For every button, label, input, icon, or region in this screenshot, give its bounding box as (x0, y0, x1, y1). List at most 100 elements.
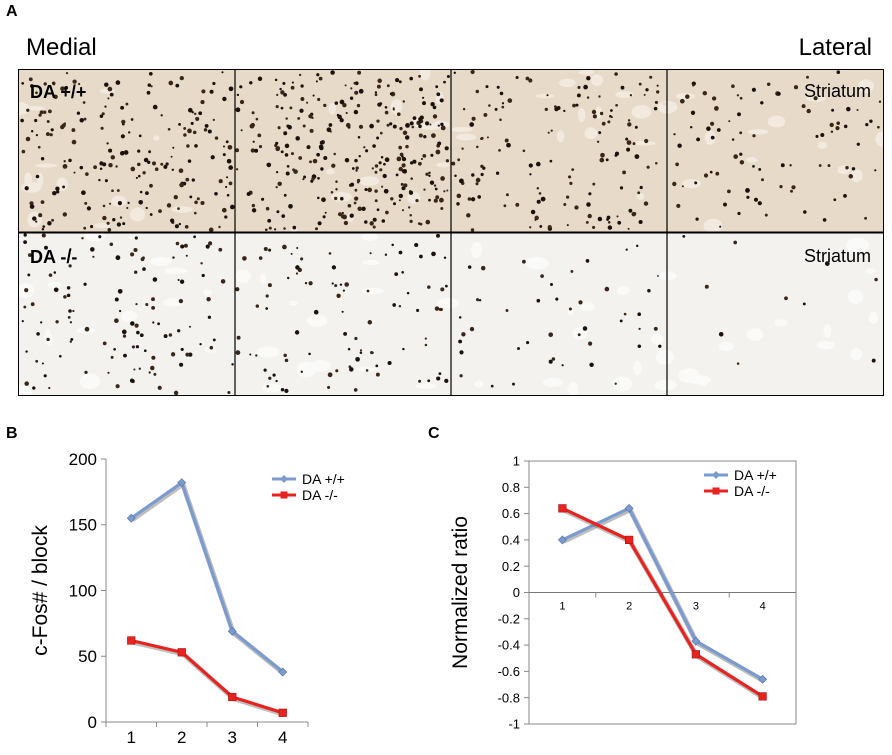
row2-genotype-label: DA -/- (30, 247, 78, 267)
cfos-nucleus (354, 196, 359, 201)
cfos-nucleus (231, 363, 234, 366)
cfos-nucleus (736, 362, 740, 365)
cfos-nucleus (27, 253, 32, 257)
cfos-nucleus (340, 214, 346, 219)
cfos-nucleus (306, 145, 311, 150)
cfos-nucleus (568, 307, 572, 311)
cfos-nucleus (142, 267, 146, 271)
cfos-nucleus (739, 96, 743, 100)
cfos-nucleus (522, 259, 526, 264)
cfos-nucleus (673, 133, 676, 136)
cfos-nucleus (227, 144, 233, 150)
cfos-nucleus (63, 295, 67, 299)
cfos-nucleus (638, 82, 642, 86)
cfos-nucleus (620, 85, 625, 90)
cfos-nucleus (55, 320, 59, 324)
cfos-nucleus (200, 200, 205, 206)
cfos-nucleus (295, 265, 300, 270)
cfos-nucleus (297, 116, 301, 120)
cfos-nucleus (298, 156, 303, 160)
cfos-nucleus (525, 76, 530, 81)
cfos-nucleus (186, 144, 190, 148)
cfos-nucleus (634, 212, 637, 215)
cfos-nucleus (170, 155, 173, 158)
cfos-nucleus (522, 149, 526, 153)
cfos-nucleus (235, 107, 241, 113)
cfos-nucleus (193, 235, 196, 239)
cfos-nucleus (69, 340, 72, 343)
cfos-nucleus (72, 79, 77, 84)
tissue-fiber-bundle (56, 177, 68, 192)
cfos-nucleus (365, 369, 369, 372)
cfos-nucleus (196, 197, 200, 201)
cfos-nucleus (569, 181, 573, 185)
cfos-nucleus (222, 153, 226, 157)
cfos-nucleus (152, 104, 158, 110)
cfos-nucleus (185, 177, 190, 182)
cfos-nucleus (394, 272, 399, 276)
cfos-nucleus (20, 118, 24, 123)
cfos-nucleus (592, 225, 596, 229)
tissue-fiber-bundle (111, 195, 127, 207)
cfos-nucleus (150, 85, 153, 88)
legend-marker (280, 491, 288, 499)
cfos-nucleus (296, 247, 299, 249)
cfos-nucleus (746, 195, 750, 199)
cfos-nucleus (538, 192, 542, 195)
cfos-nucleus (24, 186, 29, 191)
micrograph-grid: DA +/+ Striatum DA -/- Striatum (18, 69, 884, 396)
cfos-nucleus (682, 235, 686, 238)
cfos-nucleus (677, 143, 682, 148)
cfos-nucleus (158, 209, 162, 214)
cfos-nucleus (53, 287, 59, 293)
cfos-nucleus (877, 125, 880, 129)
tissue-fiber-bundle (590, 74, 604, 86)
legend-label: DA +/+ (734, 467, 777, 483)
cfos-nucleus (254, 148, 259, 153)
cfos-nucleus (535, 161, 541, 167)
cfos-nucleus (587, 213, 592, 219)
cfos-nucleus (115, 255, 121, 261)
cfos-nucleus (488, 104, 491, 107)
cfos-nucleus (183, 243, 188, 248)
tissue-fiber-bundle (415, 383, 438, 389)
cfos-nucleus (71, 139, 77, 145)
cfos-nucleus (709, 170, 713, 174)
cfos-nucleus (467, 197, 472, 201)
cfos-nucleus (833, 198, 837, 202)
cfos-nucleus (342, 103, 347, 108)
y-tick-label: 0.8 (502, 480, 520, 495)
cfos-nucleus (154, 167, 159, 171)
tissue-fiber-bundle (816, 340, 835, 350)
tissue-fiber-bundle (120, 310, 138, 323)
cfos-nucleus (117, 288, 123, 294)
cfos-nucleus (752, 165, 755, 168)
cfos-nucleus (733, 240, 738, 245)
cfos-nucleus (37, 145, 41, 149)
cfos-nucleus (408, 190, 414, 195)
cfos-nucleus (207, 315, 212, 319)
tissue-fiber-bundle (150, 256, 172, 266)
cfos-nucleus (249, 81, 253, 85)
cfos-nucleus (417, 222, 421, 225)
cfos-nucleus (469, 326, 475, 332)
cfos-nucleus (35, 359, 39, 363)
cfos-nucleus (422, 96, 425, 99)
cfos-nucleus (586, 96, 590, 99)
cfos-nucleus (429, 123, 432, 126)
cfos-nucleus (529, 226, 532, 229)
cfos-nucleus (116, 189, 120, 192)
cfos-nucleus (451, 161, 456, 166)
cfos-nucleus (507, 98, 513, 103)
cfos-nucleus (739, 160, 745, 165)
cfos-nucleus (90, 247, 95, 252)
cfos-nucleus (607, 120, 611, 124)
tissue-fiber-bundle (747, 129, 769, 135)
cfos-nucleus (165, 162, 169, 166)
cfos-nucleus (127, 201, 130, 205)
cfos-nucleus (459, 178, 464, 184)
cfos-nucleus (404, 135, 410, 140)
cfos-nucleus (619, 186, 624, 190)
cfos-nucleus (392, 202, 397, 206)
cfos-nucleus (379, 168, 383, 172)
